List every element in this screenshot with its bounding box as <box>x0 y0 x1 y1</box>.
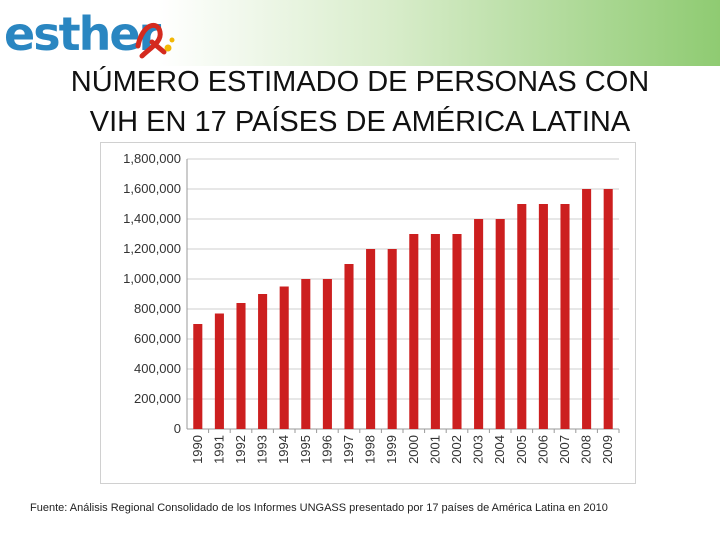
bar <box>236 303 246 429</box>
y-tick-label: 800,000 <box>134 301 181 316</box>
x-tick-label: 2005 <box>514 435 529 464</box>
bar <box>452 234 462 429</box>
x-tick-label: 2004 <box>492 435 507 464</box>
bar <box>517 204 527 429</box>
y-tick-label: 200,000 <box>134 391 181 406</box>
bar <box>495 219 505 429</box>
x-tick-label: 1998 <box>363 435 378 464</box>
source-note: Fuente: Análisis Regional Consolidado de… <box>30 502 608 514</box>
x-tick-label: 1996 <box>319 435 334 464</box>
bar <box>301 279 311 429</box>
y-tick-label: 400,000 <box>134 361 181 376</box>
bar <box>474 219 484 429</box>
x-tick-label: 1993 <box>255 435 270 464</box>
bar <box>214 313 224 429</box>
page-title: NÚMERO ESTIMADO DE PERSONAS CON VIH EN 1… <box>0 62 720 142</box>
x-tick-label: 2000 <box>406 435 421 464</box>
header-band <box>0 0 720 66</box>
bar <box>279 286 289 429</box>
bar <box>322 279 332 429</box>
x-tick-label: 2001 <box>427 435 442 464</box>
bar <box>258 294 268 429</box>
ribbon-icon <box>135 22 175 59</box>
title-line-2: VIH EN 17 PAÍSES DE AMÉRICA LATINA <box>89 106 631 138</box>
chart-canvas: 0 200,000 400,000 600,000 800,000 1,000,000 1,… <box>123 151 620 464</box>
y-tick-label: 1,200,000 <box>123 241 181 256</box>
x-tick-label: 2008 <box>579 435 594 464</box>
x-tick-label: 1997 <box>341 435 356 464</box>
x-tick-label: 1995 <box>298 435 313 464</box>
x-tick-label: 1991 <box>211 435 226 464</box>
y-tick-label: 0 <box>174 421 181 436</box>
bar <box>560 204 570 429</box>
bar <box>344 264 354 429</box>
bar <box>582 189 592 429</box>
x-tick-label: 2007 <box>557 435 572 464</box>
bar <box>193 324 203 429</box>
x-tick-label: 1992 <box>233 435 248 464</box>
bar-chart: 0 200,000 400,000 600,000 800,000 1,000,000 1,… <box>100 142 636 484</box>
bar <box>366 249 376 429</box>
y-tick-label: 600,000 <box>134 331 181 346</box>
x-tick-label: 1994 <box>276 435 291 464</box>
x-tick-label: 1990 <box>190 435 205 464</box>
bar <box>430 234 440 429</box>
bar <box>603 189 613 429</box>
y-tick-label: 1,800,000 <box>123 151 181 166</box>
title-line-1: NÚMERO ESTIMADO DE PERSONAS CON <box>70 66 650 98</box>
bar <box>538 204 548 429</box>
x-tick-label: 1999 <box>384 435 399 464</box>
x-tick-label: 2003 <box>471 435 486 464</box>
x-tick-label: 2006 <box>535 435 550 464</box>
x-tick-label: 2009 <box>600 435 615 464</box>
logo-text: esther <box>4 7 161 61</box>
y-tick-label: 1,400,000 <box>123 211 181 226</box>
bar <box>409 234 419 429</box>
esther-logo: esther <box>4 6 179 62</box>
x-tick-label: 2002 <box>449 435 464 464</box>
y-tick-label: 1,600,000 <box>123 181 181 196</box>
bar <box>387 249 397 429</box>
y-tick-label: 1,000,000 <box>123 271 181 286</box>
